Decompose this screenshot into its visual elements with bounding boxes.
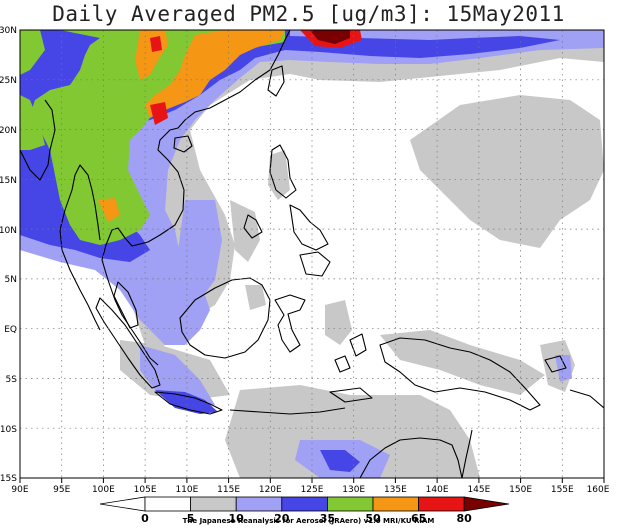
colorbar: 0 5 10 20 35 50 65 80 bbox=[99, 496, 510, 525]
colorbar-label: 20 bbox=[274, 512, 290, 525]
lat-label: 25N bbox=[0, 76, 17, 86]
lon-label: 120E bbox=[259, 485, 282, 495]
lon-label: 110E bbox=[175, 485, 198, 495]
lat-label: 15N bbox=[0, 176, 17, 186]
colorbar-high-arrow bbox=[463, 496, 510, 512]
lon-label: 115E bbox=[217, 485, 240, 495]
colorbar-label: 65 bbox=[411, 512, 426, 525]
axis-ticks bbox=[19, 478, 605, 483]
grid-lines bbox=[20, 30, 604, 478]
lon-label: 100E bbox=[92, 485, 115, 495]
colorbar-bin bbox=[418, 496, 465, 512]
lon-label: 155E bbox=[551, 485, 574, 495]
lon-label: 145E bbox=[467, 485, 490, 495]
colorbar-bin bbox=[144, 496, 191, 512]
colorbar-bin bbox=[281, 496, 328, 512]
pm-field-over-80 bbox=[310, 30, 350, 44]
colorbar-label: 0 bbox=[141, 512, 149, 525]
lon-label: 160E bbox=[587, 485, 610, 495]
colorbar-bin bbox=[235, 496, 283, 512]
lon-label: 140E bbox=[426, 485, 449, 495]
lat-label: 20N bbox=[0, 126, 17, 136]
colorbar-label: 80 bbox=[457, 512, 473, 525]
colorbar-bin bbox=[326, 496, 374, 512]
lat-labels: 30N 25N 20N 15N 10N 5N EQ 5S 10S 15S bbox=[0, 26, 17, 484]
lon-label: 90E bbox=[11, 485, 28, 495]
lon-label: 125E bbox=[301, 485, 324, 495]
data-source-credit: The Japanese Reanalysis for Aerosol (JRA… bbox=[182, 517, 435, 525]
lon-label: 130E bbox=[342, 485, 365, 495]
coastlines bbox=[20, 30, 604, 478]
lon-label: 95E bbox=[53, 485, 70, 495]
lat-label: EQ bbox=[4, 325, 17, 335]
lat-label: 5S bbox=[6, 375, 18, 385]
colorbar-label: 35 bbox=[320, 512, 335, 525]
lat-label: 10S bbox=[0, 425, 17, 435]
lon-label: 135E bbox=[384, 485, 407, 495]
colorbar-label: 50 bbox=[365, 512, 381, 525]
colorbar-label: 5 bbox=[187, 512, 195, 525]
colorbar-low-arrow bbox=[99, 496, 146, 512]
lon-label: 105E bbox=[134, 485, 157, 495]
colorbar-bin bbox=[372, 496, 419, 512]
lat-label: 5N bbox=[5, 275, 17, 285]
lon-labels: 90E 95E 100E 105E 110E 115E 120E 125E 13… bbox=[11, 485, 609, 495]
colorbar-bin bbox=[190, 496, 237, 512]
lon-label: 150E bbox=[509, 485, 532, 495]
lat-label: 15S bbox=[0, 474, 17, 484]
map-title: Daily Averaged PM2.5 [ug/m3]: 15May2011 bbox=[52, 2, 565, 26]
colorbar-label: 10 bbox=[229, 512, 245, 525]
lat-label: 30N bbox=[0, 26, 17, 36]
lat-label: 10N bbox=[0, 226, 17, 236]
